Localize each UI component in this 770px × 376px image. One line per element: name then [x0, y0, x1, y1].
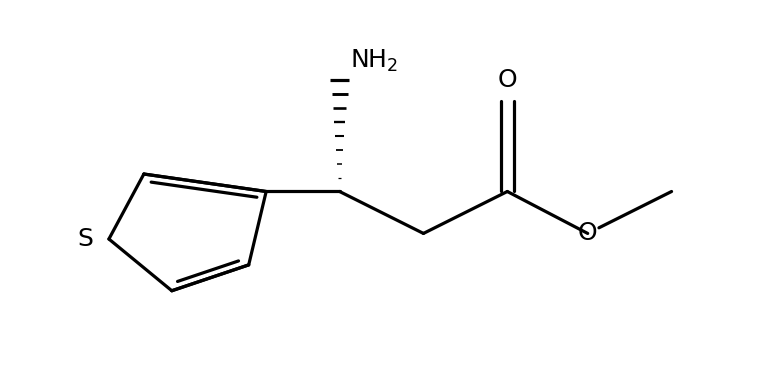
- Text: O: O: [497, 68, 517, 92]
- Text: O: O: [578, 221, 598, 246]
- Text: NH$_2$: NH$_2$: [350, 48, 398, 74]
- Text: S: S: [78, 227, 93, 251]
